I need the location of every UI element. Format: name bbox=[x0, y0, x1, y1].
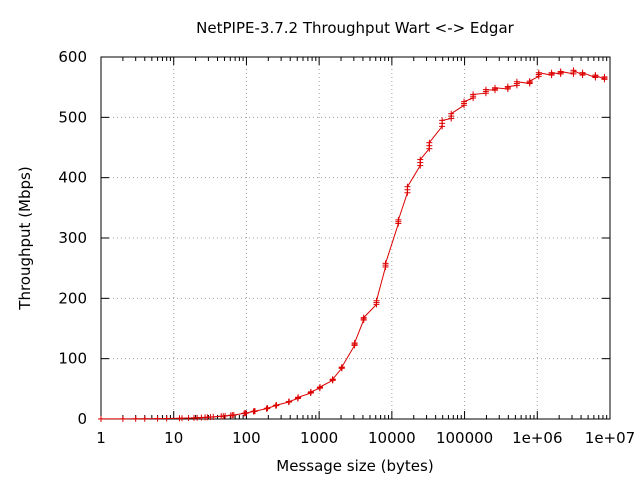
grid-lines bbox=[101, 57, 610, 419]
data-point bbox=[373, 297, 380, 304]
data-point bbox=[98, 415, 104, 422]
y-tick-label: 500 bbox=[58, 108, 87, 126]
x-tick-label: 100 bbox=[232, 429, 261, 447]
x-axis-label: Message size (bytes) bbox=[276, 457, 433, 475]
y-tick-labels: 0 100 200 300 400 500 600 bbox=[58, 48, 87, 428]
data-point bbox=[163, 415, 170, 422]
data-point bbox=[141, 415, 148, 422]
data-point bbox=[264, 405, 271, 412]
data-point bbox=[482, 86, 489, 93]
data-point bbox=[513, 78, 520, 85]
series-line bbox=[101, 69, 605, 420]
data-point bbox=[210, 413, 217, 420]
data-point bbox=[535, 69, 542, 76]
data-point bbox=[548, 69, 555, 76]
series-red bbox=[98, 67, 608, 422]
data-point bbox=[243, 410, 250, 417]
x-tick-label: 1000 bbox=[300, 429, 338, 447]
data-point bbox=[526, 78, 533, 85]
data-point bbox=[382, 260, 389, 267]
y-tick-label: 600 bbox=[58, 48, 87, 66]
data-point bbox=[307, 388, 314, 395]
data-point bbox=[592, 72, 599, 79]
y-tick-label: 200 bbox=[58, 289, 87, 307]
data-point bbox=[286, 398, 293, 405]
data-point bbox=[579, 69, 586, 76]
y-tick-label: 300 bbox=[58, 229, 87, 247]
data-point bbox=[417, 156, 424, 163]
data-point bbox=[557, 68, 564, 75]
y-tick-label: 100 bbox=[58, 350, 87, 368]
chart-title: NetPIPE-3.7.2 Throughput Wart <-> Edgar bbox=[196, 19, 514, 37]
data-point bbox=[492, 84, 499, 91]
x-tick-label: 1e+06 bbox=[512, 429, 562, 447]
data-point bbox=[439, 117, 446, 124]
y-tick-label: 400 bbox=[58, 169, 87, 187]
data-point bbox=[426, 139, 433, 146]
x-tick-label: 10 bbox=[164, 429, 183, 447]
y-axis-label: Throughput (Mbps) bbox=[16, 166, 34, 310]
data-point bbox=[154, 415, 161, 422]
data-point bbox=[119, 415, 126, 422]
data-point bbox=[185, 415, 192, 422]
data-point bbox=[351, 339, 358, 346]
data-point bbox=[504, 83, 511, 90]
data-point bbox=[601, 73, 608, 80]
data-point bbox=[338, 364, 345, 371]
data-point bbox=[316, 384, 323, 391]
data-point bbox=[273, 402, 280, 409]
x-tick-labels: 1 10 100 1000 10000 100000 1e+06 1e+07 bbox=[96, 429, 635, 447]
data-point bbox=[132, 415, 139, 422]
data-point bbox=[329, 376, 336, 383]
x-tick-label: 10000 bbox=[368, 429, 416, 447]
data-point bbox=[395, 216, 402, 223]
data-point bbox=[251, 408, 258, 415]
x-tick-label: 1 bbox=[96, 429, 106, 447]
data-point bbox=[230, 411, 237, 418]
data-point bbox=[570, 67, 577, 74]
data-point bbox=[461, 98, 468, 105]
x-tick-label: 100000 bbox=[436, 429, 493, 447]
data-point bbox=[222, 412, 229, 419]
y-tick-label: 0 bbox=[77, 410, 87, 428]
data-point bbox=[448, 110, 455, 117]
x-tick-label: 1e+07 bbox=[585, 429, 635, 447]
data-point bbox=[178, 415, 185, 422]
data-point bbox=[295, 394, 302, 401]
data-point bbox=[470, 91, 477, 98]
data-point bbox=[360, 314, 367, 321]
data-point bbox=[404, 183, 411, 190]
